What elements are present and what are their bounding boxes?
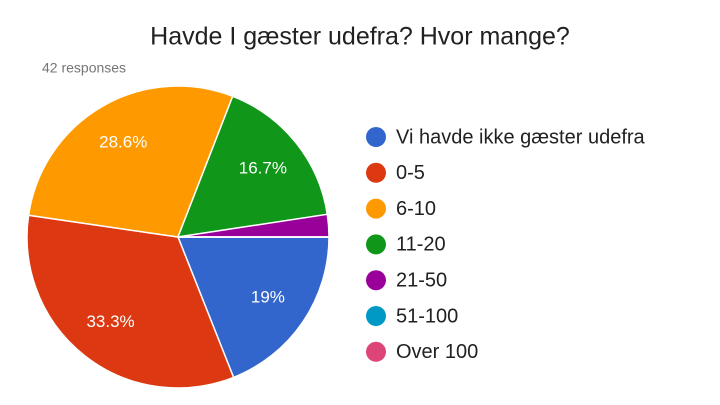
pie-slice [26,214,235,389]
chart-subtitle: 42 responses [42,60,126,76]
legend-label: 21-50 [396,269,447,291]
pie-slice [27,85,234,238]
legend-swatch [366,162,386,183]
legend-label: 0-5 [396,162,425,184]
data-label: 16.7% [239,159,287,178]
pie-slice [176,95,329,238]
legend-swatch [366,127,386,147]
legend-label: 6-10 [396,198,436,220]
legend-label: 11-20 [396,234,446,256]
legend-swatch [366,198,386,219]
data-label: 28.6% [99,133,147,152]
data-label: 19% [251,288,285,307]
legend-swatch [366,341,386,362]
pie-slice [176,236,330,379]
legend-label: 51-100 [396,305,458,327]
legend-swatch [366,270,386,291]
data-label: 33.3% [86,312,134,331]
legend-label: Over 100 [396,341,478,363]
legend-swatch [366,306,386,326]
legend-swatch [366,234,386,255]
legend-label: Vi havde ikke gæster udefra [396,126,646,148]
chart-title: Havde I gæster udefra? Hvor mange? [150,23,570,51]
